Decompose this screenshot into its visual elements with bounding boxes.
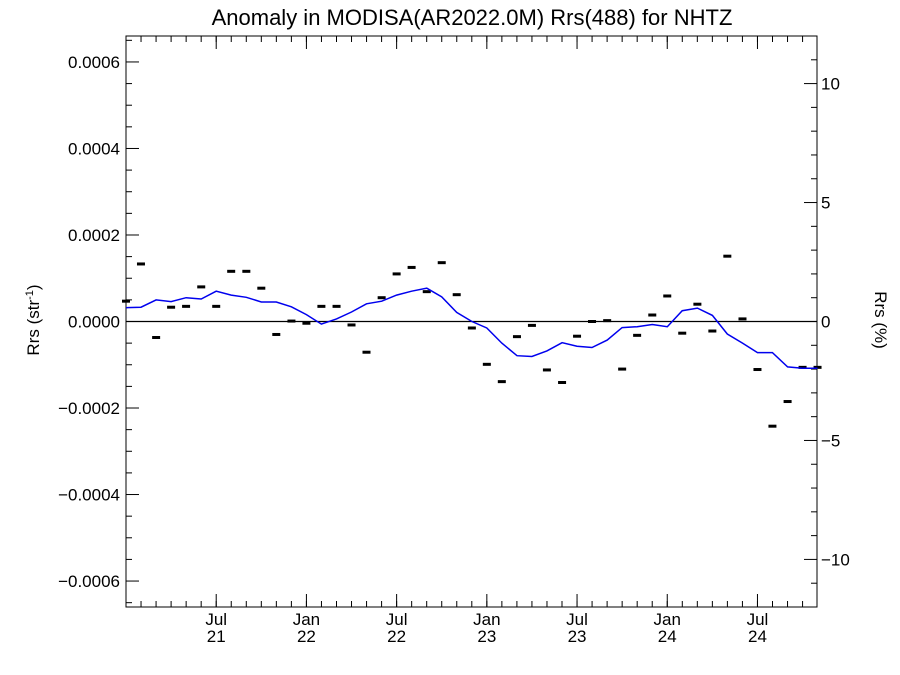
anomaly-point — [573, 334, 582, 338]
left-y-axis: 0.0006 0.0004 0.0002 0.0000 −0.0002 −0.0004 −0… — [58, 39, 139, 604]
anomaly-point — [588, 320, 597, 323]
right-y-axis: 10 5 0 −5 −10 — [804, 35, 850, 608]
anomaly-point — [753, 368, 762, 372]
anomaly-point — [467, 326, 476, 330]
monthly-anomaly-markers — [122, 254, 822, 428]
anomaly-point — [648, 313, 657, 317]
anomaly-point — [272, 332, 281, 336]
anomaly-point — [497, 380, 506, 384]
anomaly-point — [482, 362, 491, 366]
anomaly-point — [663, 294, 672, 298]
x-tick-month-label: Jul — [566, 610, 588, 629]
right-y-tick-label: −10 — [821, 550, 850, 569]
anomaly-point — [347, 323, 356, 327]
anomaly-point — [783, 400, 792, 404]
anomaly-point — [122, 299, 130, 303]
anomaly-point — [542, 368, 551, 372]
anomaly-point — [302, 321, 311, 325]
anomaly-point — [768, 424, 777, 428]
anomaly-point — [437, 261, 446, 265]
x-tick-year-label: 24 — [658, 627, 677, 646]
anomaly-point — [257, 286, 266, 290]
left-y-tick-label: −0.0004 — [58, 486, 120, 505]
anomaly-point — [618, 367, 627, 371]
right-y-tick-label: 0 — [821, 313, 830, 332]
anomaly-point — [633, 333, 642, 337]
anomaly-point — [136, 262, 145, 266]
left-y-tick-label: −0.0002 — [58, 399, 120, 418]
anomaly-point — [227, 269, 236, 273]
left-y-tick-label: 0.0002 — [68, 226, 120, 245]
anomaly-point — [212, 304, 221, 308]
anomaly-point — [377, 296, 386, 300]
anomaly-point — [708, 329, 717, 333]
anomaly-point — [422, 290, 431, 294]
anomaly-point — [332, 304, 341, 308]
x-tick-year-label: 22 — [297, 627, 316, 646]
left-y-axis-label: Rrs (str-1) — [24, 284, 43, 355]
right-y-axis-label: Rrs (%) — [871, 291, 890, 349]
anomaly-point — [182, 304, 191, 308]
anomaly-point — [407, 265, 416, 269]
x-tick-month-label: Jul — [386, 610, 408, 629]
left-y-tick-label: 0.0006 — [68, 53, 120, 72]
x-tick-year-label: 23 — [477, 627, 496, 646]
anomaly-point — [738, 317, 747, 321]
left-y-tick-label: 0.0000 — [68, 313, 120, 332]
anomaly-point — [813, 365, 822, 369]
running-mean-line — [125, 287, 818, 369]
anomaly-point — [603, 319, 612, 323]
anomaly-point — [392, 272, 401, 276]
anomaly-point — [287, 319, 296, 323]
right-y-tick-label: 5 — [821, 194, 830, 213]
x-tick-year-label: 21 — [207, 627, 226, 646]
x-tick-year-label: 24 — [748, 627, 767, 646]
anomaly-point — [723, 254, 732, 258]
anomaly-point — [527, 323, 536, 327]
x-tick-month-label: Jan — [473, 610, 500, 629]
x-tick-year-label: 23 — [568, 627, 587, 646]
right-y-tick-label: −5 — [821, 431, 840, 450]
left-y-tick-label: −0.0006 — [58, 572, 120, 591]
x-tick-month-label: Jan — [654, 610, 681, 629]
x-tick-year-label: 22 — [387, 627, 406, 646]
anomaly-point — [197, 285, 206, 289]
anomaly-point — [678, 331, 687, 335]
anomaly-point — [317, 304, 326, 308]
running-mean-series — [125, 287, 818, 369]
anomaly-point — [242, 269, 251, 273]
left-y-tick-label: 0.0004 — [68, 139, 120, 158]
anomaly-point — [167, 305, 176, 309]
anomaly-point — [798, 365, 807, 369]
x-tick-month-label: Jan — [293, 610, 320, 629]
anomaly-point — [362, 350, 371, 354]
chart-title: Anomaly in MODISA(AR2022.0M) Rrs(488) fo… — [212, 5, 733, 30]
left-y-axis-label-close: ) — [24, 284, 43, 290]
right-y-tick-label: 10 — [821, 75, 840, 94]
anomaly-point — [558, 380, 567, 384]
anomaly-point — [512, 335, 521, 339]
anomaly-point — [693, 302, 702, 306]
left-y-axis-label-main: Rrs (str — [24, 300, 43, 356]
anomaly-point — [452, 293, 461, 297]
x-tick-month-label: Jul — [747, 610, 769, 629]
left-y-axis-label-sup: -1 — [24, 290, 36, 300]
x-tick-month-label: Jul — [205, 610, 227, 629]
anomaly-point — [152, 336, 161, 340]
